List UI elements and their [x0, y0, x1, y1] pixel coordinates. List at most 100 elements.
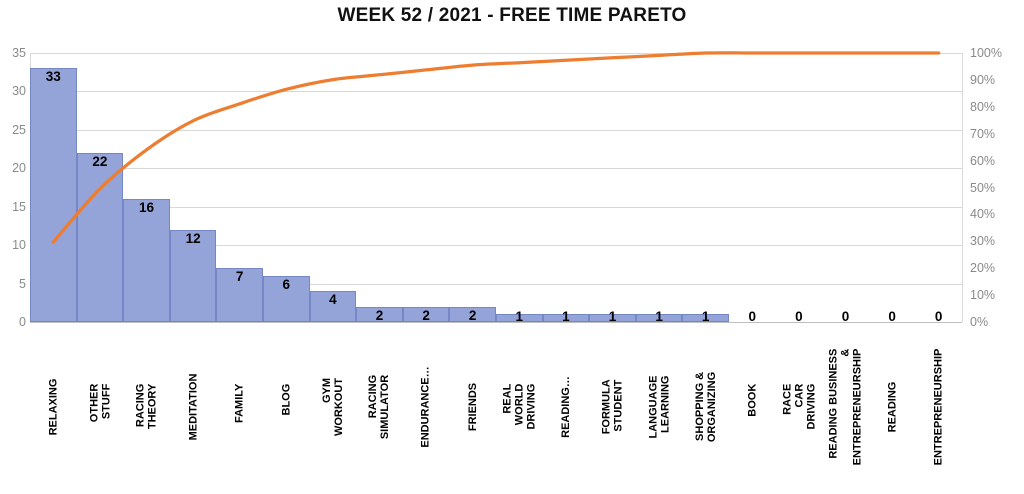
x-axis-line [30, 322, 962, 323]
x-axis-category-label: ENTREPRENEURSHIP [915, 328, 962, 486]
x-axis-category-label-text: RELAXING [47, 378, 60, 436]
bar [216, 268, 263, 322]
bar-value-label: 0 [841, 308, 850, 324]
bar-value-label: 16 [138, 200, 154, 215]
y-axis-tick-label-right: 40% [970, 207, 996, 222]
gridline [30, 283, 962, 285]
y-axis-tick-label-right: 70% [970, 126, 996, 141]
x-axis-category-label: LANGUAGE LEARNING [636, 328, 683, 486]
bar [635, 314, 683, 322]
y-axis-tick-label-right: 20% [970, 261, 996, 276]
bar-value-label: 22 [92, 153, 108, 169]
x-axis-category-label-text: REAL WORLD DRIVING [501, 383, 538, 430]
bar-value-label: 4 [329, 292, 337, 308]
y-axis-tick-label-left: 10 [12, 238, 26, 253]
x-axis-category-label-text: ENTREPRENEURSHIP [932, 348, 945, 466]
x-axis-category-label-text: RACE CAR DRIVING [780, 383, 817, 430]
x-axis-category-label-text: READING… [559, 376, 572, 438]
y-axis-tick-label-left: 0 [19, 315, 26, 329]
bar-value-label: 1 [515, 308, 524, 324]
x-axis-category-label: READING [869, 328, 916, 486]
x-axis-category-label: FAMILY [216, 328, 263, 486]
y-axis-tick-label-left: 30 [12, 84, 26, 99]
x-axis-category-label: RELAXING [30, 328, 77, 486]
x-axis-category-label: OTHER STUFF [77, 328, 124, 486]
x-axis-category-label-text: SHOPPING & ORGANIZING [693, 371, 718, 443]
x-axis-category-label-text: RACING SIMULATOR [367, 374, 392, 440]
bar [30, 68, 77, 322]
bar-value-label: 1 [562, 308, 570, 324]
bar [76, 152, 124, 322]
y-axis-tick-label-right: 30% [970, 234, 996, 249]
gridline [30, 53, 962, 54]
x-axis-category-label: RACING SIMULATOR [356, 328, 403, 486]
y-axis-tick-label-right: 90% [970, 72, 996, 87]
x-axis-category-label-text: READING [886, 381, 899, 433]
x-axis-category-label: ENDURANCE… [403, 328, 450, 486]
bar-value-label: 0 [795, 308, 803, 324]
chart-title: WEEK 52 / 2021 - FREE TIME PARETO [337, 5, 687, 26]
y-axis-tick-label-right: 60% [970, 153, 996, 168]
x-axis-category-label: BOOK [729, 328, 776, 486]
plot-border-right [962, 53, 963, 322]
bar [263, 275, 310, 322]
gridline [30, 168, 962, 170]
cumulative-percentage-line [51, 51, 941, 244]
bar [356, 306, 403, 322]
x-axis-category-label: MEDITATION [170, 328, 217, 486]
x-axis-category-label: SHOPPING & ORGANIZING [682, 328, 729, 486]
y-axis-tick-label-left: 25 [12, 122, 26, 137]
y-axis-tick-label-right: 10% [970, 288, 996, 303]
x-axis-category-label-text: FRIENDS [466, 382, 479, 432]
x-axis-category-label-text: OTHER STUFF [87, 383, 112, 423]
x-axis-category-label-text: FAMILY [233, 383, 246, 424]
x-axis-category-label: BLOG [263, 328, 310, 486]
bar-value-label: 1 [655, 308, 663, 324]
bar-value-label: 1 [608, 308, 617, 324]
x-axis-category-label: READING BUSINESS & ENTREPRENEURSHIP [822, 328, 869, 486]
x-axis-category-label-text: ENDURANCE… [420, 366, 433, 448]
y-axis-tick-label-right: 0% [970, 315, 989, 329]
x-axis-category-label: RACE CAR DRIVING [776, 328, 823, 486]
bar [589, 314, 636, 322]
x-axis-category-label-text: READING BUSINESS & ENTREPRENEURSHIP [827, 348, 864, 466]
y-axis-tick-label-right: 100% [970, 46, 1002, 60]
bar [169, 229, 217, 322]
bar [309, 291, 357, 322]
bar [682, 314, 729, 322]
bar [496, 314, 543, 322]
bar-value-label: 33 [45, 69, 61, 85]
y-axis-tick-label-right: 80% [970, 99, 996, 114]
x-axis-category-label: GYM WORKOUT [310, 328, 357, 486]
gridline [30, 91, 962, 93]
x-axis-category-label-text: LANGUAGE LEARNING [647, 375, 672, 439]
gridline [30, 245, 962, 247]
bar-value-label: 2 [468, 307, 477, 323]
y-axis-tick-label-right: 50% [970, 180, 996, 195]
x-axis-category-label-text: RACING THEORY [134, 383, 159, 430]
bar [402, 306, 450, 322]
x-axis-category-label-text: BLOG [280, 383, 293, 416]
y-axis-tick-label-left: 35 [12, 46, 26, 60]
bar-value-label: 12 [185, 230, 201, 246]
gridline [30, 206, 962, 208]
x-axis-category-label-text: GYM WORKOUT [320, 377, 345, 437]
bar-value-label: 1 [701, 308, 710, 324]
x-axis-category-label-text: FORMULA STUDENT [600, 379, 625, 435]
bar-value-label: 2 [375, 307, 384, 323]
y-axis-tick-label-left: 15 [12, 199, 26, 214]
bar-value-label: 0 [888, 308, 896, 324]
x-axis-category-label: REAL WORLD DRIVING [496, 328, 543, 486]
x-axis-category-label: FORMULA STUDENT [589, 328, 636, 486]
bar [542, 314, 590, 322]
x-axis-category-label-text: MEDITATION [187, 373, 200, 441]
y-axis-tick-label-left: 20 [12, 161, 26, 176]
x-axis-category-label-text: BOOK [746, 383, 759, 417]
bar [449, 306, 496, 322]
bar [123, 199, 170, 322]
x-axis-category-label: READING… [543, 328, 590, 486]
bar-value-label: 6 [282, 276, 291, 292]
y-axis-tick-label-left: 5 [19, 276, 26, 291]
bar-value-label: 0 [934, 308, 943, 324]
